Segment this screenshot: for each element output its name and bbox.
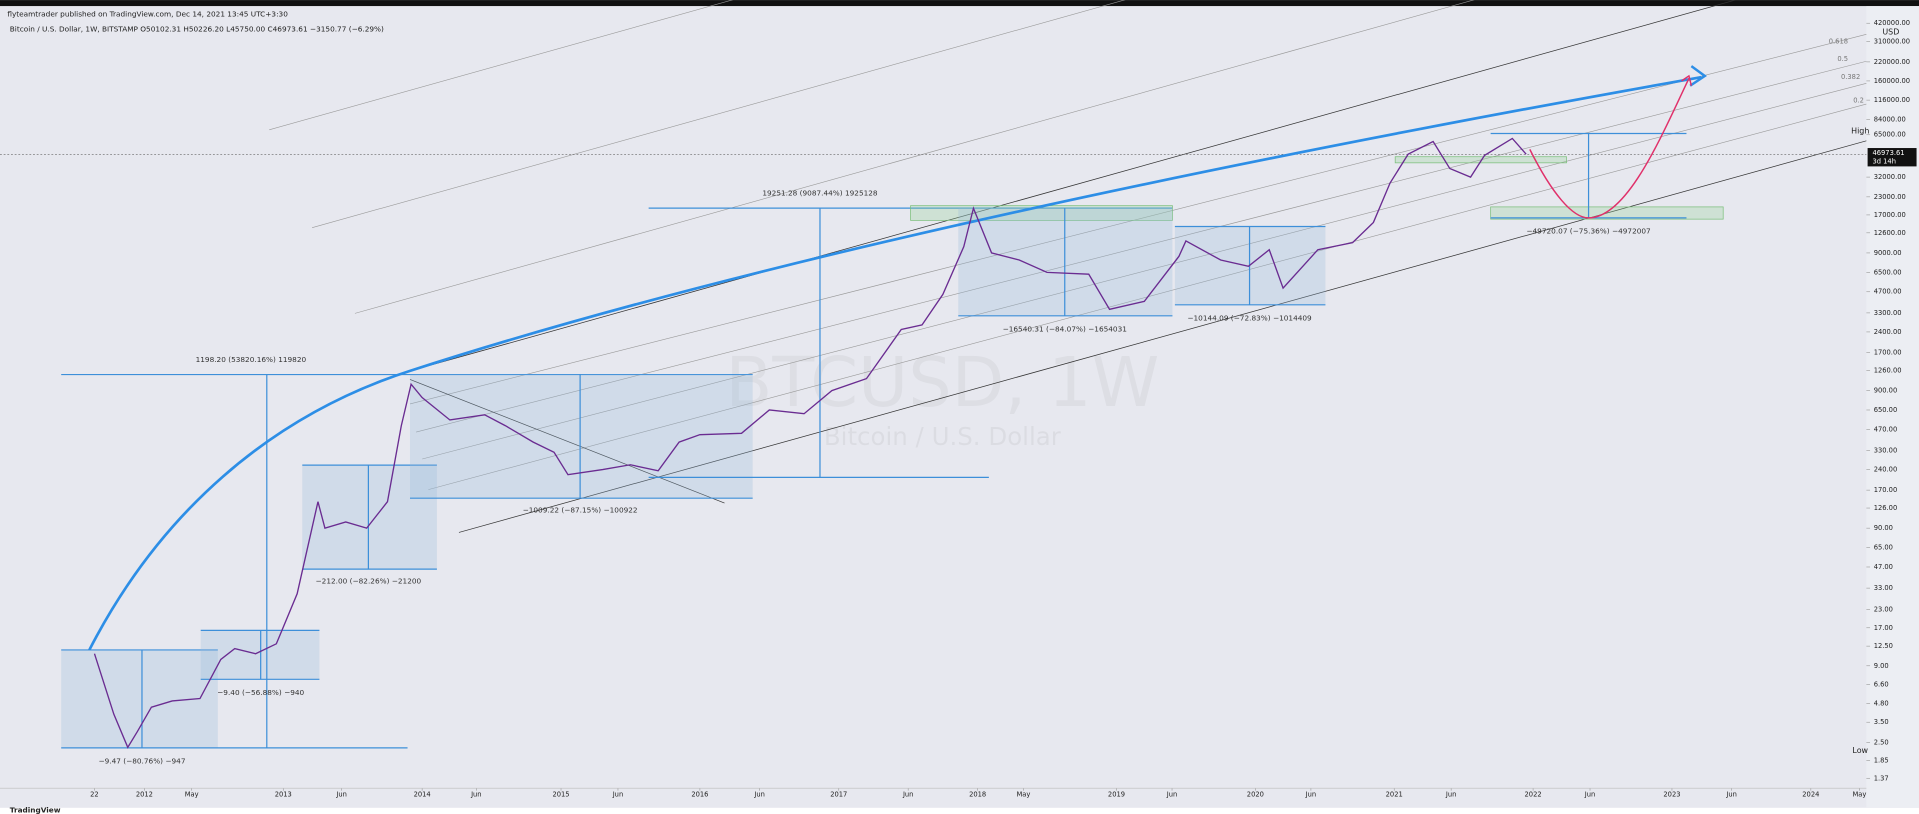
annotation: −16540.31 (−84.07%) −1654031 (1003, 324, 1127, 333)
y-tick-label: 470.00 (1874, 425, 1898, 433)
chart-title: Bitcoin / U.S. Dollar, 1W, BITSTAMP O501… (10, 24, 384, 33)
x-tick-label: Jun (335, 790, 347, 798)
x-tick-label: Jun (1305, 790, 1317, 798)
x-tick-label: 2020 (1247, 790, 1264, 798)
x-tick-label: Jun (470, 790, 482, 798)
x-tick-label: Jun (1725, 790, 1737, 798)
high-label: High (1851, 127, 1869, 136)
fib-label: 0.382 (1841, 73, 1860, 81)
price-axis (1866, 6, 1919, 808)
y-tick-label: 1260.00 (1874, 366, 1902, 374)
y-tick-label: 47.00 (1874, 563, 1893, 571)
y-tick-label: 12.50 (1874, 642, 1893, 650)
y-tick-label: 650.00 (1874, 406, 1898, 414)
y-tick-label: 2400.00 (1874, 328, 1902, 336)
y-tick-label: 23.00 (1874, 606, 1893, 614)
watermark-sub: Bitcoin / U.S. Dollar (824, 422, 1062, 451)
annotation: −9.47 (−80.76%) −947 (98, 756, 185, 765)
annotation: −49720.07 (−75.36%) −4972007 (1526, 226, 1651, 235)
x-tick-label: Jun (753, 790, 765, 798)
y-tick-label: 170.00 (1874, 486, 1898, 494)
currency: USD (1882, 27, 1899, 36)
chart-background (0, 6, 1919, 808)
x-tick-label: 2015 (552, 790, 569, 798)
x-tick-label: 2022 (1525, 790, 1542, 798)
y-tick-label: 17000.00 (1874, 211, 1906, 219)
x-tick-label: May (185, 790, 199, 798)
y-tick-label: 6500.00 (1874, 268, 1902, 276)
y-tick-label: 1.85 (1874, 756, 1889, 764)
x-tick-label: Jun (1584, 790, 1596, 798)
y-tick-label: 1.37 (1874, 774, 1889, 782)
annotation: 19251.28 (9087.44%) 1925128 (762, 188, 878, 197)
y-tick-label: 126.00 (1874, 504, 1898, 512)
x-tick-label: Jun (902, 790, 914, 798)
x-tick-label: 2013 (275, 790, 292, 798)
y-tick-label: 65000.00 (1874, 131, 1906, 139)
y-tick-label: 32000.00 (1874, 173, 1906, 181)
watermark: BTCUSD, 1W (725, 343, 1159, 423)
x-tick-label: 2018 (969, 790, 986, 798)
y-tick-label: 17.00 (1874, 624, 1893, 632)
y-tick-label: 6.60 (1874, 680, 1889, 688)
y-tick-label: 65.00 (1874, 544, 1893, 552)
x-tick-label: 2016 (691, 790, 708, 798)
x-tick-label: 2019 (1108, 790, 1125, 798)
drawings (0, 0, 1867, 749)
x-tick-label: May (1017, 790, 1031, 798)
fib-label: 0.5 (1837, 55, 1848, 63)
price-tag (1867, 148, 1917, 167)
annotation: −1009.22 (−87.15%) −100922 (523, 505, 638, 514)
low-label: Low (1852, 746, 1868, 755)
header: flyteamtrader published on TradingView.c… (7, 10, 288, 19)
y-tick-label: 33.00 (1874, 584, 1893, 592)
x-tick-label: 2024 (1802, 790, 1819, 798)
x-tick-label: 2021 (1386, 790, 1403, 798)
y-tick-label: 84000.00 (1874, 115, 1906, 123)
y-tick-label: 1700.00 (1874, 349, 1902, 357)
y-tick-label: 4700.00 (1874, 288, 1902, 296)
y-tick-label: 310000.00 (1874, 37, 1910, 45)
fib-label: 0.2 (1853, 96, 1864, 104)
annotation: −10144.09 (−72.83%) −1014409 (1187, 313, 1312, 322)
footer: TradingView (10, 805, 61, 814)
x-tick-label: 2014 (414, 790, 431, 798)
annotation: −9.40 (−56.88%) −940 (217, 688, 304, 697)
y-tick-label: 330.00 (1874, 447, 1898, 455)
y-tick-label: 9.00 (1874, 662, 1889, 670)
x-tick-label: Jun (1166, 790, 1178, 798)
top-bar (0, 0, 1919, 7)
countdown: 3d 14h (1872, 158, 1895, 166)
x-tick-label: 2023 (1663, 790, 1680, 798)
annotation: −212.00 (−82.26%) −21200 (316, 576, 422, 585)
y-tick-label: 12600.00 (1874, 229, 1906, 237)
x-tick-label: 2012 (136, 790, 153, 798)
y-tick-label: 4.80 (1874, 699, 1889, 707)
y-tick-label: 116000.00 (1874, 96, 1910, 104)
y-tick-label: 900.00 (1874, 387, 1898, 395)
y-tick-label: 3.50 (1874, 718, 1889, 726)
y-tick-label: 9000.00 (1874, 249, 1902, 257)
y-tick-label: 240.00 (1874, 466, 1898, 474)
y-tick-label: 420000.00 (1874, 19, 1910, 27)
x-tick-label: 22 (90, 790, 99, 798)
y-tick-label: 2.50 (1874, 738, 1889, 746)
y-tick-label: 3300.00 (1874, 309, 1902, 317)
x-tick-label: Jun (1445, 790, 1457, 798)
y-tick-label: 23000.00 (1874, 193, 1906, 201)
y-tick-label: 160000.00 (1874, 77, 1910, 85)
x-tick-label: May (1852, 790, 1866, 798)
fib-label: 0.618 (1829, 38, 1848, 46)
price-line (93, 137, 1527, 749)
x-tick-label: 2017 (830, 790, 847, 798)
x-tick-label: Jun (612, 790, 624, 798)
price-tag-label: 46973.61 (1872, 149, 1904, 157)
y-tick-label: 220000.00 (1874, 58, 1910, 66)
y-tick-label: 90.00 (1874, 524, 1893, 532)
annotation: 1198.20 (53820.16%) 119820 (196, 355, 307, 364)
